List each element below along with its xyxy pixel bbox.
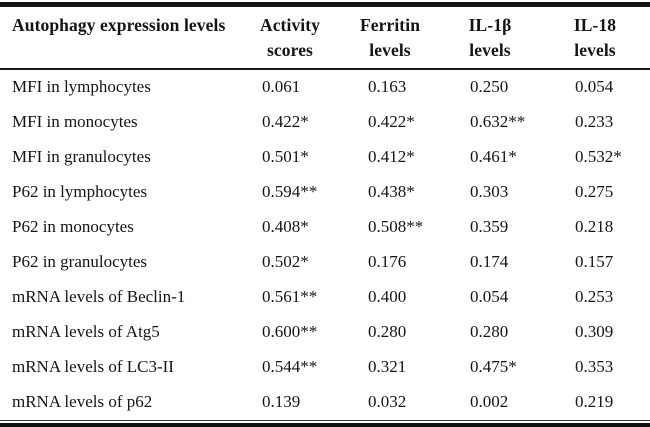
value-cell: 0.280 bbox=[340, 315, 440, 350]
col-header-autophagy-expression-levels: Autophagy expression levels bbox=[0, 7, 240, 69]
value-cell: 0.353 bbox=[540, 350, 650, 385]
value-cell: 0.163 bbox=[340, 69, 440, 105]
row-label: mRNA levels of Atg5 bbox=[0, 315, 240, 350]
table-row: MFI in monocytes 0.422* 0.422* 0.632** 0… bbox=[0, 105, 650, 140]
value-cell: 0.032 bbox=[340, 385, 440, 420]
header-text: IL-1β bbox=[440, 13, 540, 38]
value-cell: 0.309 bbox=[540, 315, 650, 350]
header-text: IL-18 bbox=[540, 13, 650, 38]
value-cell: 0.461* bbox=[440, 140, 540, 175]
value-cell: 0.303 bbox=[440, 175, 540, 210]
header-text: levels bbox=[340, 38, 440, 63]
value-cell: 0.508** bbox=[340, 210, 440, 245]
col-header-il18-levels: IL-18 levels bbox=[540, 7, 650, 69]
value-cell: 0.501* bbox=[240, 140, 340, 175]
value-cell: 0.632** bbox=[440, 105, 540, 140]
value-cell: 0.532* bbox=[540, 140, 650, 175]
value-cell: 0.002 bbox=[440, 385, 540, 420]
value-cell: 0.275 bbox=[540, 175, 650, 210]
table-bottom-rule bbox=[0, 420, 650, 427]
table-row: mRNA levels of Atg5 0.600** 0.280 0.280 … bbox=[0, 315, 650, 350]
value-cell: 0.438* bbox=[340, 175, 440, 210]
header-text: Ferritin bbox=[340, 13, 440, 38]
table-row: P62 in granulocytes 0.502* 0.176 0.174 0… bbox=[0, 245, 650, 280]
header-text: Activity bbox=[240, 13, 340, 38]
value-cell: 0.422* bbox=[340, 105, 440, 140]
value-cell: 0.321 bbox=[340, 350, 440, 385]
header-text: scores bbox=[240, 38, 340, 63]
value-cell: 0.174 bbox=[440, 245, 540, 280]
value-cell: 0.250 bbox=[440, 69, 540, 105]
value-cell: 0.600** bbox=[240, 315, 340, 350]
row-label: MFI in granulocytes bbox=[0, 140, 240, 175]
value-cell: 0.475* bbox=[440, 350, 540, 385]
table-row: P62 in lymphocytes 0.594** 0.438* 0.303 … bbox=[0, 175, 650, 210]
value-cell: 0.544** bbox=[240, 350, 340, 385]
value-cell: 0.422* bbox=[240, 105, 340, 140]
col-header-ferritin-levels: Ferritin levels bbox=[340, 7, 440, 69]
value-cell: 0.219 bbox=[540, 385, 650, 420]
value-cell: 0.054 bbox=[440, 280, 540, 315]
value-cell: 0.139 bbox=[240, 385, 340, 420]
value-cell: 0.359 bbox=[440, 210, 540, 245]
row-label: MFI in lymphocytes bbox=[0, 69, 240, 105]
value-cell: 0.594** bbox=[240, 175, 340, 210]
row-label: MFI in monocytes bbox=[0, 105, 240, 140]
value-cell: 0.054 bbox=[540, 69, 650, 105]
table-row: mRNA levels of Beclin-1 0.561** 0.400 0.… bbox=[0, 280, 650, 315]
row-label: mRNA levels of LC3-II bbox=[0, 350, 240, 385]
value-cell: 0.218 bbox=[540, 210, 650, 245]
value-cell: 0.280 bbox=[440, 315, 540, 350]
value-cell: 0.233 bbox=[540, 105, 650, 140]
header-row: Autophagy expression levels Activity sco… bbox=[0, 7, 650, 69]
table-row: mRNA levels of LC3-II 0.544** 0.321 0.47… bbox=[0, 350, 650, 385]
header-text: levels bbox=[540, 38, 650, 63]
col-header-activity-scores: Activity scores bbox=[240, 7, 340, 69]
table-row: MFI in lymphocytes 0.061 0.163 0.250 0.0… bbox=[0, 69, 650, 105]
value-cell: 0.061 bbox=[240, 69, 340, 105]
value-cell: 0.253 bbox=[540, 280, 650, 315]
row-label: P62 in granulocytes bbox=[0, 245, 240, 280]
row-label: mRNA levels of p62 bbox=[0, 385, 240, 420]
table-row: P62 in monocytes 0.408* 0.508** 0.359 0.… bbox=[0, 210, 650, 245]
table-row: MFI in granulocytes 0.501* 0.412* 0.461*… bbox=[0, 140, 650, 175]
value-cell: 0.561** bbox=[240, 280, 340, 315]
row-label: P62 in monocytes bbox=[0, 210, 240, 245]
value-cell: 0.412* bbox=[340, 140, 440, 175]
value-cell: 0.176 bbox=[340, 245, 440, 280]
value-cell: 0.157 bbox=[540, 245, 650, 280]
value-cell: 0.408* bbox=[240, 210, 340, 245]
header-text: Autophagy expression levels bbox=[12, 13, 240, 38]
row-label: P62 in lymphocytes bbox=[0, 175, 240, 210]
header-text: levels bbox=[440, 38, 540, 63]
row-label: mRNA levels of Beclin-1 bbox=[0, 280, 240, 315]
col-header-il1b-levels: IL-1β levels bbox=[440, 7, 540, 69]
value-cell: 0.400 bbox=[340, 280, 440, 315]
table-row: mRNA levels of p62 0.139 0.032 0.002 0.2… bbox=[0, 385, 650, 420]
value-cell: 0.502* bbox=[240, 245, 340, 280]
results-table: Autophagy expression levels Activity sco… bbox=[0, 7, 650, 420]
